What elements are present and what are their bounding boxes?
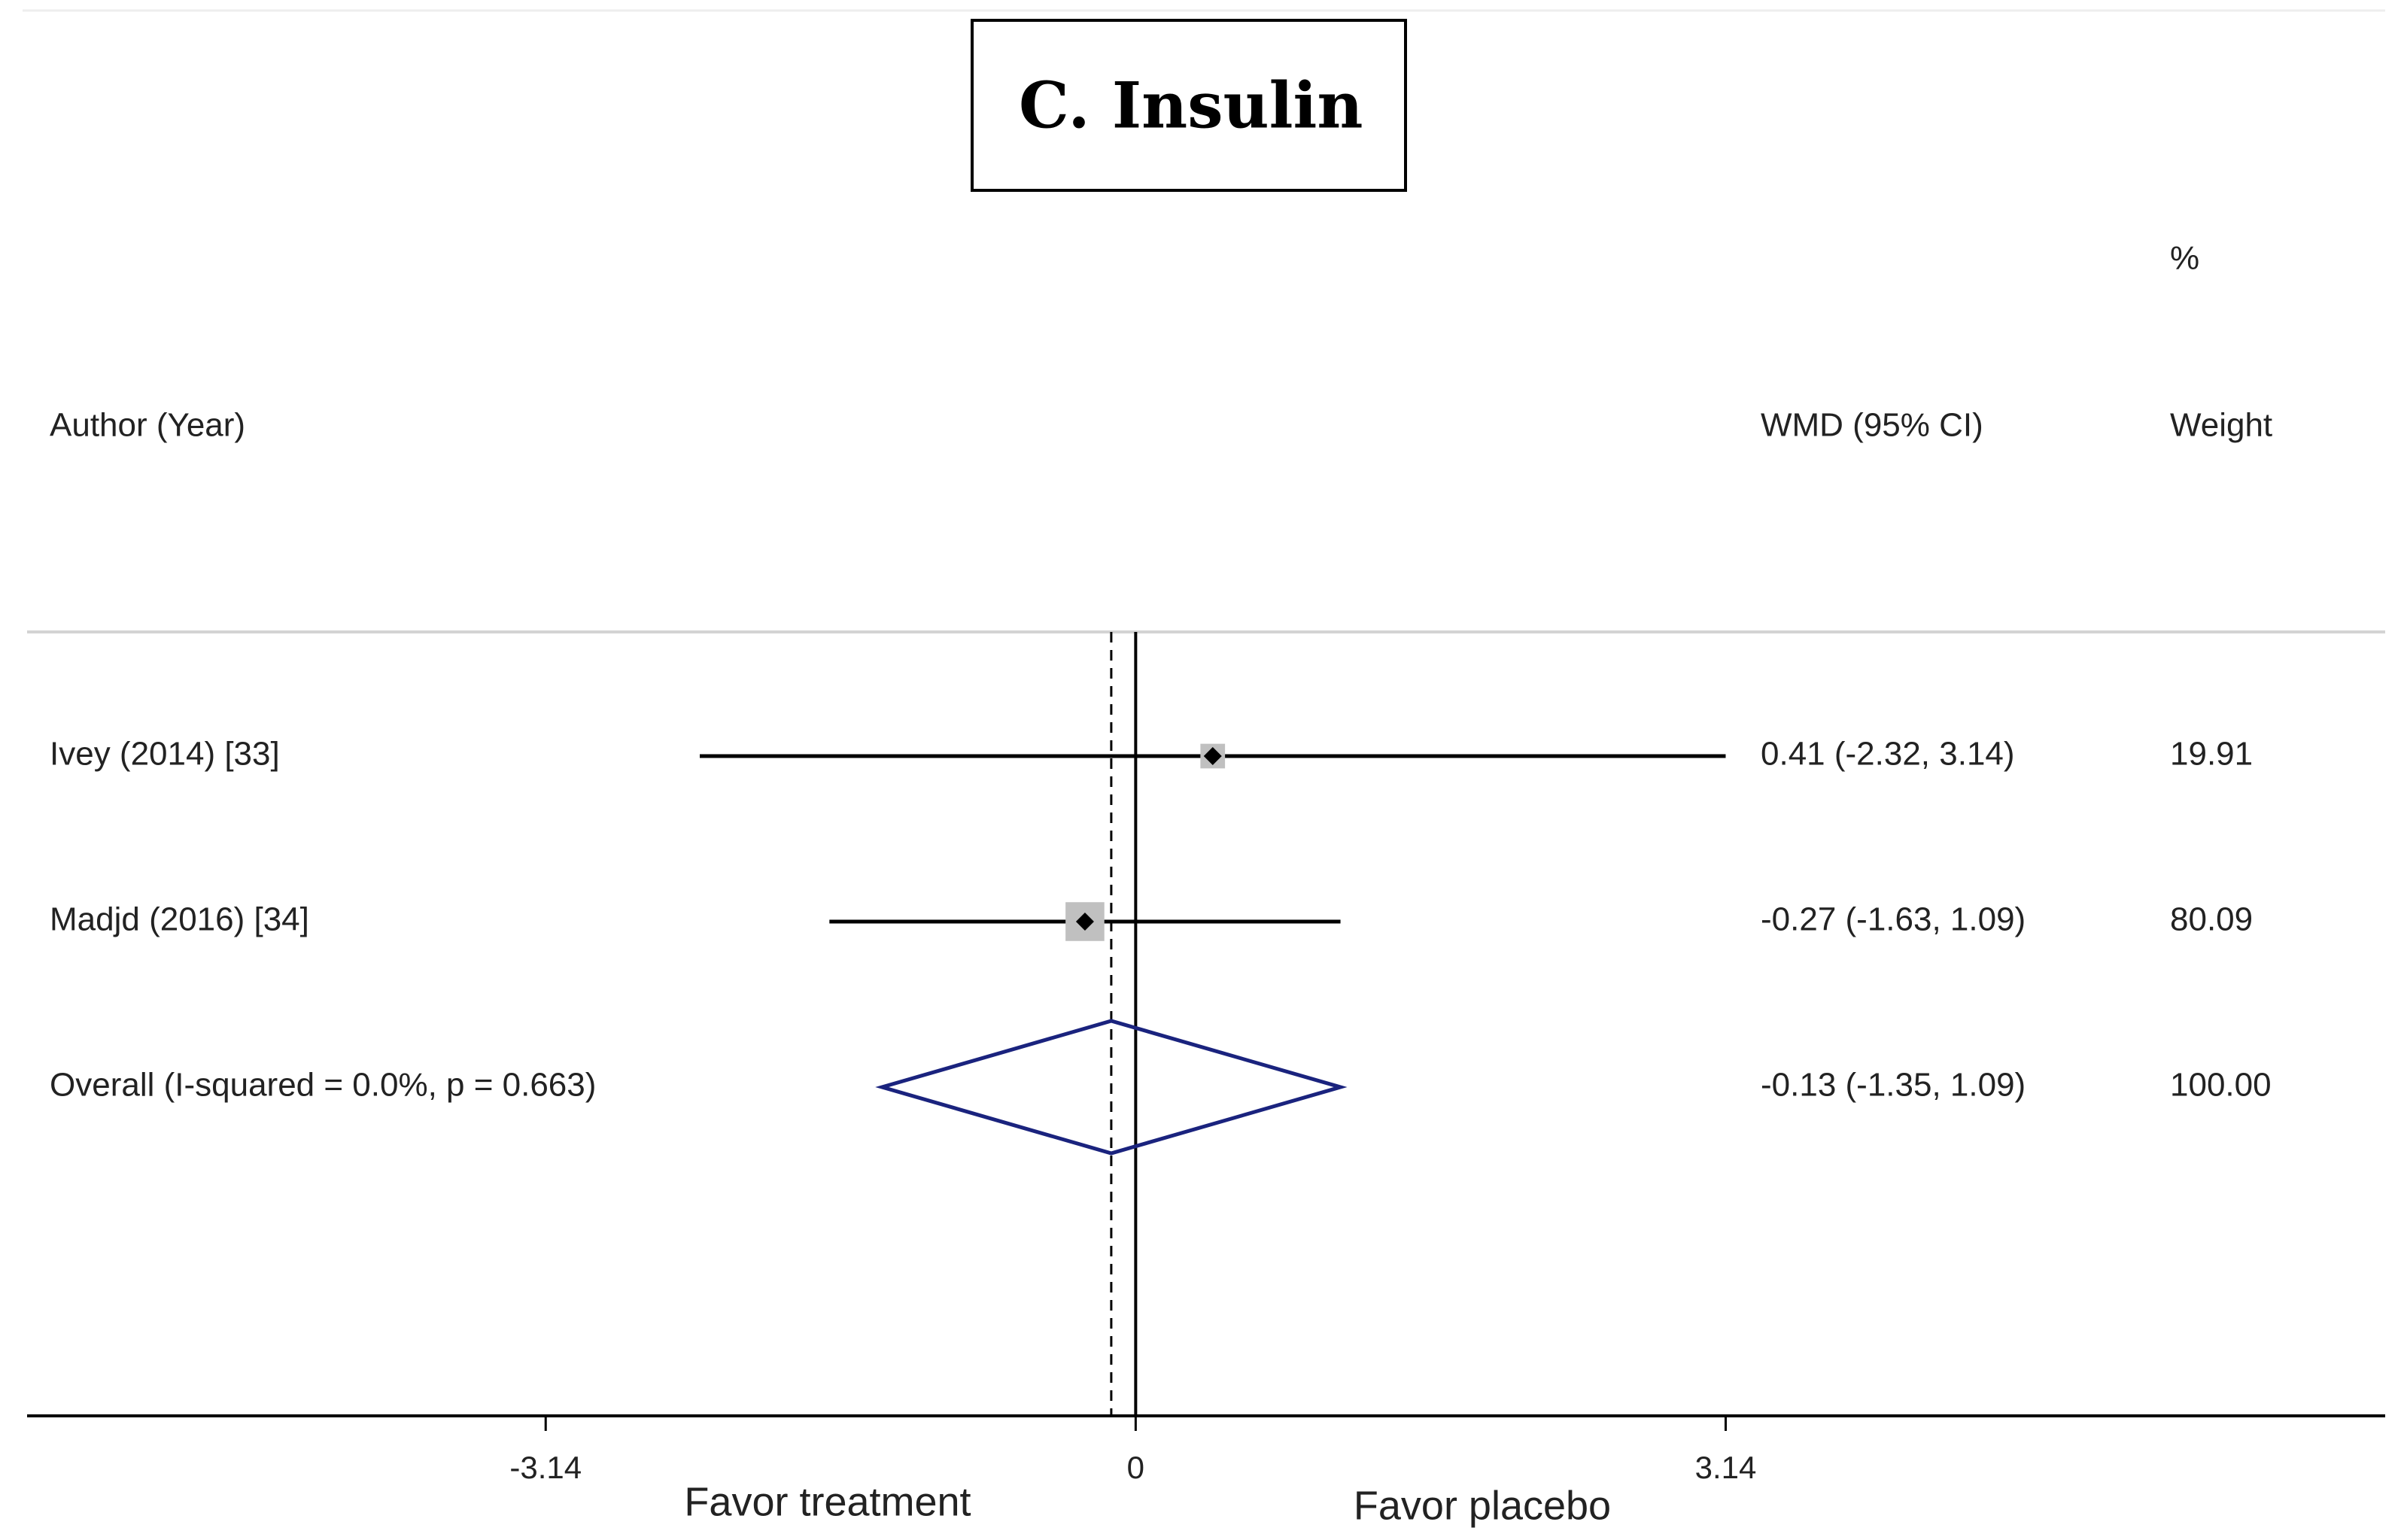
title-box: C. Insulin: [971, 19, 1407, 192]
x-tick-label: 0: [1127, 1450, 1144, 1485]
overall-weight-text: 100.00: [2170, 1067, 2272, 1104]
chart-title: C. Insulin: [1019, 68, 1363, 143]
study-effect-text: 0.41 (-2.32, 3.14): [1761, 736, 2015, 773]
study-effect-text: -0.27 (-1.63, 1.09): [1761, 901, 2026, 938]
x-tick-label: 3.14: [1695, 1450, 1757, 1485]
study-point-estimate: [1075, 913, 1094, 931]
study-label: Ivey (2014) [33]: [50, 736, 280, 773]
study-weight-text: 19.91: [2170, 736, 2253, 773]
overall-label: Overall (I-squared = 0.0%, p = 0.663): [50, 1067, 596, 1104]
study-point-estimate: [1203, 747, 1222, 765]
header-effect: WMD (95% CI): [1761, 407, 1983, 444]
favor-treatment-label: Favor treatment: [684, 1479, 971, 1524]
overall-diamond: [875, 1019, 1348, 1156]
x-tick-label: -3.14: [509, 1450, 582, 1485]
overall-effect-text: -0.13 (-1.35, 1.09): [1761, 1067, 2026, 1104]
study-weight-text: 80.09: [2170, 901, 2253, 938]
study-label: Madjd (2016) [34]: [50, 901, 309, 938]
favor-placebo-label: Favor placebo: [1354, 1483, 1611, 1528]
header-study: Author (Year): [50, 407, 245, 444]
header-weight-percent: %: [2170, 240, 2199, 277]
header-weight: Weight: [2170, 407, 2272, 444]
